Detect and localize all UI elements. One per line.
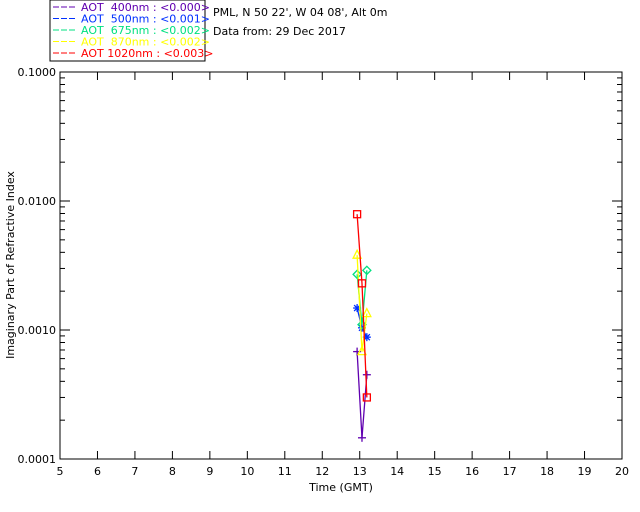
diamond-marker [352,269,363,280]
diamond-shape [352,269,363,280]
y-tick-label: 0.0001 [18,453,57,466]
plot-frame [59,71,623,460]
triangle-shape [361,307,372,318]
x-tick-label: 14 [390,465,404,478]
square-marker [362,393,372,402]
triangle-shape [356,345,368,356]
diamond-marker [361,265,372,276]
legend-entry: AOT 1020nm : <0.003> [81,47,214,60]
x-tick-label: 6 [94,465,101,478]
triangle-marker [352,248,363,259]
diamond-marker [357,319,367,330]
x-tick-label: 9 [206,465,213,478]
y-tick-label: 0.0100 [18,195,57,208]
x-tick-label: 20 [615,465,629,478]
x-tick-label: 16 [465,465,479,478]
triangle-marker [361,307,372,318]
date-label: Data from: 29 Dec 2017 [213,25,346,38]
y-tick-label: 0.0010 [18,324,57,337]
x-tick-label: 11 [278,465,292,478]
legend-entry: AOT 675nm : <0.002> [81,24,210,37]
site-label: PML, N 50 22', W 04 08', Alt 0m [213,6,387,19]
x-tick-label: 19 [578,465,592,478]
square-shape [357,279,367,288]
diamond-shape [357,319,367,330]
legend-entry: AOT 870nm : <0.002> [81,36,210,49]
y-axis-label: Imaginary Part of Refractive Index [4,171,17,359]
x-axis-label: Time (GMT) [308,481,373,494]
square-marker [352,210,362,219]
triangle-marker [356,345,368,356]
x-tick-label: 5 [57,465,64,478]
diamond-shape [361,265,372,276]
square-shape [362,393,372,402]
legend-entry: AOT 500nm : <0.001> [81,13,210,26]
square-shape [352,210,362,219]
x-tick-label: 15 [428,465,442,478]
legend-box [49,0,206,62]
plus-marker [357,433,366,442]
x-tick-label: 10 [240,465,254,478]
x-tick-label: 12 [315,465,329,478]
y-tick-label: 0.1000 [18,66,57,79]
x-tick-label: 7 [131,465,138,478]
x-tick-label: 17 [503,465,517,478]
x-tick-label: 8 [169,465,176,478]
series-line [356,214,368,398]
square-marker [357,279,367,288]
legend-entry: AOT 400nm : <0.000> [81,1,210,14]
x-tick-label: 13 [353,465,367,478]
x-tick-label: 18 [540,465,554,478]
triangle-shape [352,248,363,259]
plus-marker [362,370,371,379]
